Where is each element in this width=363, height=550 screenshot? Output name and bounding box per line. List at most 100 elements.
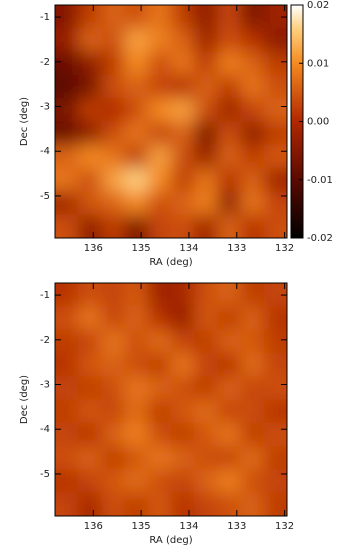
heatmap-cell (78, 98, 102, 122)
heatmap-cell (263, 28, 287, 53)
heatmap-cell (78, 422, 102, 447)
heatmap-cell (124, 352, 149, 377)
heatmap-cell (78, 399, 102, 424)
heatmap-cell (78, 283, 102, 307)
heatmap-cell (240, 446, 265, 470)
heatmap-cell (124, 51, 149, 76)
heatmap-cell (263, 191, 287, 216)
heatmap-cell (147, 98, 172, 122)
heatmap-cell (101, 121, 126, 146)
heatmap-cell (124, 492, 149, 516)
heatmap-cell (124, 98, 149, 122)
heatmap-cell (147, 329, 172, 354)
heatmap-cell (55, 51, 79, 76)
heatmap-cell (78, 214, 102, 238)
colorbar-tick-label: -0.01 (307, 175, 333, 186)
heatmap-cell (55, 28, 79, 53)
y-tick-label: -2 (40, 57, 50, 68)
heatmap-cell (240, 306, 265, 331)
heatmap-cell (78, 74, 102, 99)
heatmap-cell (194, 422, 218, 447)
heatmap-cell (55, 5, 79, 29)
heatmap-cell (78, 446, 102, 470)
heatmap-cell (263, 376, 287, 400)
heatmap-cell (55, 422, 79, 447)
heatmap-cell (263, 422, 287, 447)
colorbar-tick-label: 0.00 (307, 117, 329, 128)
heatmap-cell (78, 191, 102, 216)
heatmap-cell (147, 376, 172, 400)
y-tick-label: -4 (40, 424, 50, 435)
heatmap-cell (55, 329, 79, 354)
heatmap-cell (217, 51, 242, 76)
heatmap-cell (217, 28, 242, 53)
heatmap-cell (263, 492, 287, 516)
heatmap-cell (124, 399, 149, 424)
heatmap-cell (78, 376, 102, 400)
heatmap-cell (55, 98, 79, 122)
x-tick-label: 132 (275, 521, 294, 532)
heatmap-cell (263, 51, 287, 76)
heatmap-cell (263, 214, 287, 238)
heatmap-cell (171, 376, 195, 400)
heatmap-cell (124, 422, 149, 447)
heatmap-cell (55, 74, 79, 99)
heatmap-cell (194, 214, 218, 238)
heatmap-cell (194, 446, 218, 470)
heatmap-cell (217, 469, 242, 494)
heatmap-cell (101, 306, 126, 331)
heatmap-cell (240, 422, 265, 447)
heatmap-cell (55, 191, 79, 216)
heatmap-cell (78, 51, 102, 76)
heatmap-cell (263, 74, 287, 99)
colorbar-tick-label: 0.01 (307, 58, 329, 69)
y-tick-label: -2 (40, 335, 50, 346)
heatmap-cell (263, 399, 287, 424)
heatmap-cell (147, 469, 172, 494)
heatmap-cell (124, 446, 149, 470)
heatmap-cell (263, 144, 287, 169)
heatmap-cell (194, 144, 218, 169)
heatmap-cell (240, 399, 265, 424)
heatmap-cell (124, 5, 149, 29)
heatmap-cell (78, 352, 102, 377)
heatmap-cell (147, 28, 172, 53)
heatmap-cell (78, 469, 102, 494)
heatmap-cell (101, 352, 126, 377)
heatmap-cell (147, 51, 172, 76)
y-axis-label: Dec (deg) (19, 97, 30, 146)
heatmap-cell (101, 74, 126, 99)
x-tick-label: 136 (84, 521, 103, 532)
heatmap-cell (217, 283, 242, 307)
y-tick-label: -3 (40, 102, 50, 113)
heatmap-cell (194, 98, 218, 122)
heatmap-cell (194, 168, 218, 192)
heatmap-cell (217, 168, 242, 192)
heatmap-cell (55, 283, 79, 307)
heatmap-cell (101, 98, 126, 122)
heatmap-cell (171, 352, 195, 377)
heatmap-cell (101, 191, 126, 216)
heatmap-cell (55, 168, 79, 192)
heatmap-cell (240, 376, 265, 400)
heatmap-cell (171, 51, 195, 76)
heatmap-cell (194, 51, 218, 76)
heatmap-cell (147, 399, 172, 424)
heatmap-cell (55, 469, 79, 494)
heatmap-cells (55, 5, 287, 238)
heatmap-cell (171, 329, 195, 354)
heatmap-cell (240, 191, 265, 216)
heatmap-cell (124, 28, 149, 53)
heatmap-cell (101, 214, 126, 238)
heatmap-cell (217, 422, 242, 447)
heatmap-cell (124, 74, 149, 99)
x-tick-label: 134 (179, 521, 198, 532)
heatmap-cell (240, 5, 265, 29)
heatmap-cell (55, 352, 79, 377)
heatmap-cell (217, 352, 242, 377)
heatmap-cell (147, 74, 172, 99)
heatmap-cell (240, 51, 265, 76)
heatmap-cell (240, 74, 265, 99)
heatmap-cell (147, 144, 172, 169)
heatmap-cell (217, 74, 242, 99)
